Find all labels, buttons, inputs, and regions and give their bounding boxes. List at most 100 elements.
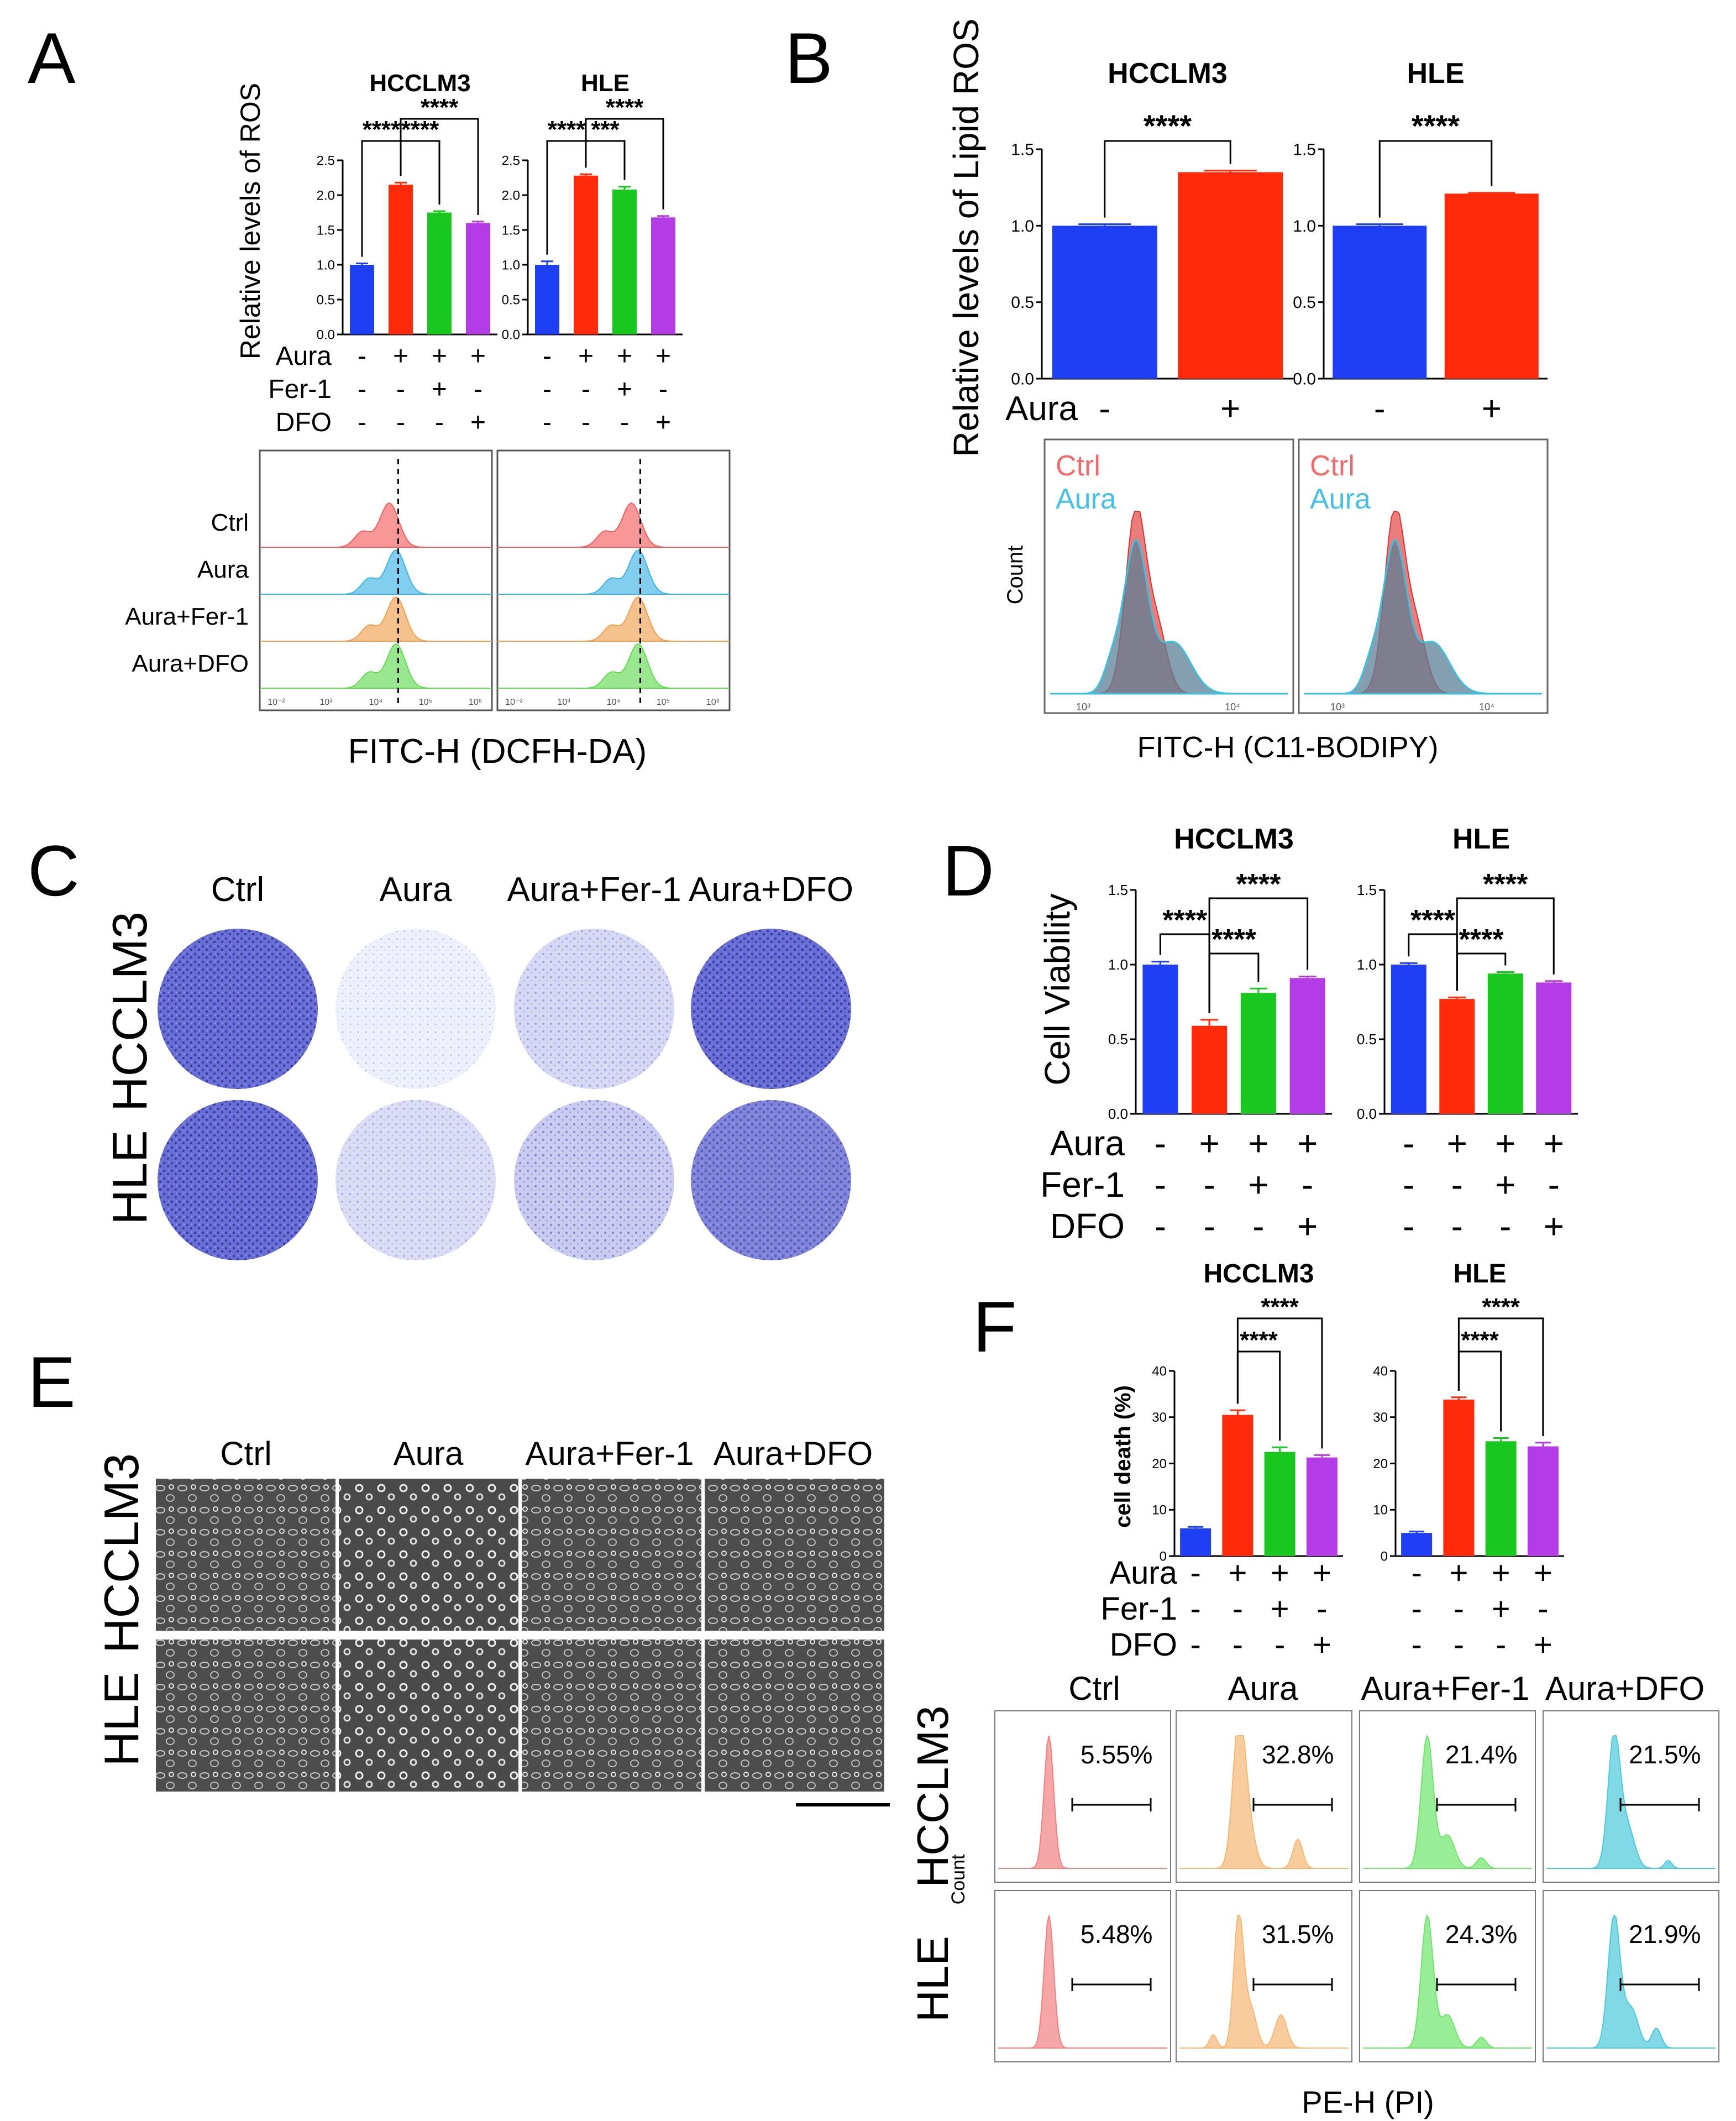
y-tick-label: 1.5 — [1108, 882, 1128, 898]
a-hist-0-2 — [264, 596, 487, 642]
treatment-sign: + — [1271, 1555, 1289, 1591]
treatment-sign: + — [432, 375, 447, 404]
a-flow-tick: 10⁴ — [369, 698, 383, 707]
y-tick-label: 30 — [1152, 1410, 1167, 1425]
sig-stars: **** — [421, 94, 459, 121]
y-tick-label: 40 — [1373, 1364, 1388, 1379]
dish-hle-aura — [335, 1100, 496, 1260]
treatment-sign: - — [1374, 390, 1386, 428]
f-hist-0-3 — [1546, 1735, 1716, 1869]
sig-bracket — [1236, 1317, 1323, 1449]
sig-stars: **** — [1461, 1327, 1499, 1354]
d-ylabel: Cell Viability — [1037, 893, 1077, 1085]
panel-label-e: E — [28, 1342, 76, 1422]
b-flow-ylabel: Count — [1003, 546, 1027, 605]
a-flow-label-dfo: Aura+DFO — [132, 650, 249, 677]
y-tick-label: 0.0 — [1357, 1106, 1377, 1122]
y-tick-label: 10 — [1152, 1503, 1167, 1518]
bar-0 — [1333, 226, 1427, 379]
a-hist-1-1 — [502, 549, 725, 595]
b-flow-histograms: 10³ 10⁴ 10³ 10⁴ Ctrl Aura Ctrl Aura Count F… — [1003, 438, 1549, 764]
b-hist-aura-0 — [1050, 539, 1288, 695]
b-flow-xlabel: FITC-H (C11-BODIPY) — [1137, 731, 1438, 764]
y-tick-label: 10 — [1373, 1503, 1388, 1518]
f-gate-percent: 21.5% — [1629, 1740, 1701, 1769]
f-gate-percent: 5.55% — [1081, 1740, 1152, 1769]
a-flow-tick: 10³ — [557, 698, 570, 707]
treatment-sign: + — [655, 408, 671, 437]
y-tick-label: 0.5 — [1011, 294, 1034, 312]
f-ylabel: cell death (%) — [1111, 1385, 1135, 1528]
treatment-sign: - — [358, 342, 366, 371]
e-col-dfo: Aura+DFO — [714, 1435, 873, 1472]
f-gate-percent: 24.3% — [1445, 1920, 1517, 1949]
c-col-ctrl: Ctrl — [211, 871, 264, 909]
treatment-sign: - — [1411, 1627, 1422, 1663]
b-legend-ctrl-2: Ctrl — [1310, 450, 1355, 482]
treatment-sign: + — [1228, 1555, 1247, 1591]
bar-2 — [1240, 993, 1276, 1114]
treatment-sign: + — [1297, 1123, 1318, 1163]
treatment-sign: - — [1190, 1555, 1200, 1591]
sig-stars: **** — [1482, 1293, 1520, 1321]
bar-2 — [612, 189, 637, 334]
treatment-sign: - — [1317, 1591, 1327, 1627]
treatment-sign: + — [1199, 1123, 1219, 1163]
b-flow-box-hcclm3 — [1043, 438, 1294, 714]
bar-2 — [427, 212, 452, 334]
treatment-sign: - — [581, 408, 590, 437]
a-flow-label-ctrl: Ctrl — [211, 509, 249, 536]
bar-0 — [1142, 965, 1178, 1114]
f-hist-1-3 — [1546, 1914, 1716, 2049]
y-tick-label: 0.5 — [317, 292, 335, 307]
treatment-sign: - — [620, 408, 629, 437]
panel-label-d: D — [942, 830, 994, 911]
y-tick-label: 0.0 — [1011, 370, 1034, 389]
a-flow-tick: 10⁻² — [505, 698, 523, 707]
f-hist-1-1 — [1179, 1915, 1349, 2049]
a-hist-1-3 — [502, 643, 725, 689]
f-flow-box — [1176, 1890, 1352, 2062]
y-tick-label: 1.5 — [317, 223, 335, 238]
treatment-sign: + — [1313, 1627, 1331, 1663]
treatment-sign: + — [1544, 1123, 1564, 1163]
treatment-sign: - — [1454, 1627, 1464, 1663]
treatment-sign: - — [1275, 1627, 1285, 1663]
panel-label-c: C — [28, 830, 80, 911]
panel-label-b: B — [785, 18, 833, 98]
y-tick-label: 1.5 — [1293, 141, 1316, 159]
y-tick-label: 2.5 — [317, 153, 335, 168]
treatment-sign: - — [1548, 1165, 1560, 1204]
d-treat-label-dfo: DFO — [1050, 1206, 1125, 1246]
treatment-sign: - — [1232, 1591, 1243, 1627]
b-flow-curves: 10³ 10⁴ 10³ 10⁴ — [1050, 511, 1542, 713]
f-hist-0-1 — [1179, 1735, 1349, 1869]
treatment-sign: + — [655, 342, 671, 371]
dish-hcclm3-fer1 — [514, 929, 674, 1089]
a-hist-0-0 — [264, 502, 487, 548]
f-treat-label-dfo: DFO — [1110, 1627, 1177, 1663]
a-flow-xlabel: FITC-H (DCFH-DA) — [348, 732, 647, 771]
treatment-sign: - — [1451, 1206, 1463, 1246]
bar-0 — [1401, 1533, 1433, 1556]
c-row-hcclm3: HCCLM3 — [102, 912, 157, 1112]
bf-hcclm3-fer1 — [522, 1479, 701, 1631]
c-colony-panel: Ctrl Aura Aura+Fer-1 Aura+DFO HCCLM3 HLE — [102, 871, 853, 1260]
treatment-sign: + — [393, 342, 408, 371]
bar-3 — [466, 223, 490, 334]
f-gate-percent: 32.8% — [1262, 1740, 1334, 1769]
f-flow-box — [994, 1890, 1171, 2062]
bf-hle-fer1 — [522, 1640, 701, 1792]
chart-title: HLE — [1407, 57, 1465, 90]
sig-stars: **** — [1412, 108, 1460, 143]
dish-hcclm3-dfo — [691, 929, 851, 1089]
treatment-table-d: Aura Fer-1 DFO — [1040, 1123, 1125, 1246]
treatment-sign: - — [543, 342, 552, 371]
treatment-sign: - — [1403, 1165, 1414, 1204]
f-row-hle: HLE — [908, 1936, 957, 2022]
treatment-sign: - — [1099, 390, 1110, 428]
f-hist-1-0 — [998, 1915, 1167, 2049]
b-legend-ctrl-1: Ctrl — [1056, 450, 1100, 482]
